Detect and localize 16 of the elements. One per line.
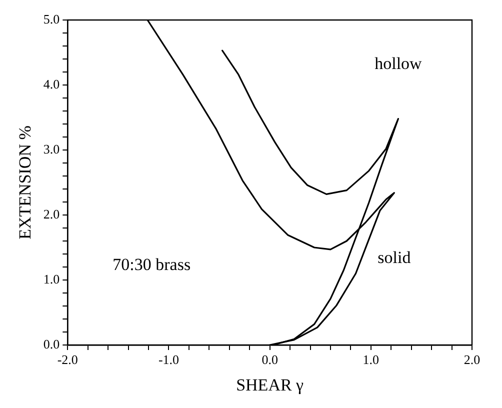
- x-tick-label: 0.0: [262, 352, 278, 368]
- y-axis-title: EXTENSION %: [16, 126, 35, 240]
- x-tick-label: -2.0: [57, 352, 78, 368]
- y-tick-label: 3.0: [43, 141, 60, 156]
- annotation: 70:30 brass: [112, 255, 191, 274]
- x-tick-label: -1.0: [158, 352, 180, 368]
- y-tick-label: 2.0: [43, 206, 60, 222]
- y-tick-label: 4.0: [43, 76, 60, 92]
- x-tick-label: 2.0: [464, 352, 480, 368]
- y-tick-label: 0.0: [43, 336, 60, 352]
- y-tick-label: 1.0: [43, 271, 60, 286]
- x-tick-label: 1.0: [362, 352, 380, 368]
- y-tick-label: 5.0: [43, 11, 60, 26]
- x-axis-title: SHEAR γ: [236, 375, 304, 394]
- text: hollow: [374, 54, 423, 73]
- series-label: solid: [378, 248, 412, 267]
